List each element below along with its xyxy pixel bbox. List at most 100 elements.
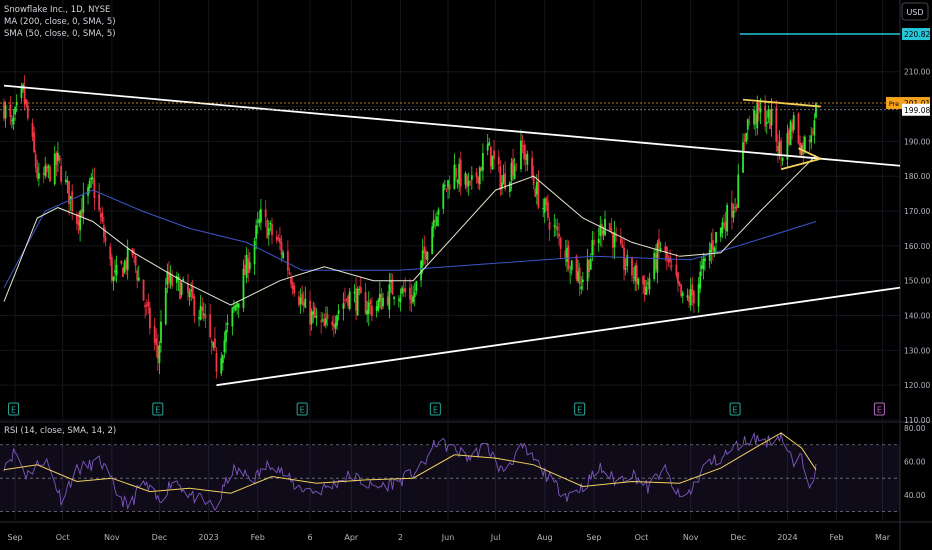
- rsi-tick-label: 80.00: [904, 424, 926, 433]
- candle-body: [677, 272, 679, 284]
- candle-body: [234, 305, 237, 311]
- candle-body: [802, 142, 805, 154]
- candle-body: [91, 177, 94, 179]
- candle-body: [597, 239, 600, 244]
- candle-body: [553, 225, 556, 227]
- ma200-line[interactable]: [3, 189, 817, 288]
- candle-body: [148, 307, 151, 329]
- candle-body: [681, 292, 684, 296]
- earnings-marker[interactable]: [873, 402, 885, 416]
- x-tick-label: Dec: [731, 533, 746, 542]
- trendline[interactable]: [798, 147, 822, 160]
- rsi-pane[interactable]: [0, 431, 900, 513]
- candle-body: [266, 220, 269, 239]
- currency-label: USD: [906, 8, 923, 17]
- candle-body: [225, 329, 227, 342]
- candle-body: [700, 265, 703, 269]
- candle-body: [445, 188, 448, 190]
- candle-body: [658, 238, 660, 248]
- candle-body: [447, 180, 449, 188]
- candle-body: [190, 289, 193, 292]
- candle-body: [588, 259, 591, 272]
- candle-body: [524, 154, 527, 161]
- candle-body: [813, 120, 816, 136]
- earnings-marker[interactable]: [152, 402, 164, 416]
- candle-body: [491, 155, 494, 170]
- earnings-marker[interactable]: [729, 402, 741, 416]
- candle-body: [168, 271, 170, 282]
- candle-body: [764, 105, 767, 127]
- candle-body: [33, 132, 36, 152]
- earnings-marker-label: E: [11, 406, 16, 415]
- candle-body: [104, 236, 107, 242]
- currency-button[interactable]: USD: [901, 2, 929, 21]
- candle-body: [90, 177, 93, 181]
- candle-body: [245, 254, 248, 278]
- trendline[interactable]: [216, 286, 901, 387]
- earnings-marker[interactable]: [296, 402, 308, 416]
- candle-body: [426, 252, 429, 261]
- candle-body: [247, 258, 250, 273]
- trendline[interactable]: [780, 157, 821, 171]
- candle-body: [133, 250, 135, 252]
- candle-body: [393, 296, 396, 300]
- candle-body: [98, 194, 101, 210]
- ma200-legend: MA (200, close, 0, SMA, 5): [4, 17, 116, 27]
- candle-body: [364, 292, 367, 314]
- candle-body: [699, 271, 702, 289]
- earnings-marker[interactable]: [8, 402, 20, 416]
- candle-body: [759, 107, 762, 113]
- candle-body: [635, 265, 638, 283]
- candle-body: [288, 272, 291, 274]
- candle-body: [608, 223, 611, 231]
- candle-body: [87, 187, 89, 196]
- rsi-sma-line[interactable]: [3, 432, 817, 494]
- candle-body: [347, 295, 350, 307]
- candle-body: [25, 99, 28, 106]
- candle-body: [202, 313, 205, 315]
- candle-body: [236, 303, 239, 307]
- earnings-marker[interactable]: [574, 402, 586, 416]
- x-tick-label: Dec: [152, 533, 167, 542]
- candle-body: [298, 296, 300, 306]
- candle-body: [188, 292, 191, 298]
- candle-body: [753, 110, 756, 125]
- candle-body: [215, 353, 218, 372]
- x-tick-label: Oct: [635, 533, 649, 542]
- candle-body: [482, 153, 484, 171]
- candle-body: [532, 175, 535, 186]
- candle-body: [334, 323, 337, 329]
- candle-body: [708, 249, 711, 261]
- candle-body: [670, 265, 673, 267]
- candle-body: [567, 245, 570, 269]
- candle-body: [767, 109, 770, 118]
- candle-body: [420, 260, 422, 281]
- candle-body: [643, 279, 646, 295]
- candle-body: [147, 301, 150, 307]
- candle-body: [737, 174, 740, 208]
- candle-body: [558, 233, 560, 237]
- candle-body: [380, 294, 383, 310]
- sma50-line[interactable]: [3, 154, 817, 306]
- candle-body: [792, 115, 795, 131]
- candle-body: [355, 288, 357, 311]
- candle-body: [769, 109, 771, 129]
- candle-body: [60, 165, 62, 182]
- candle-body: [391, 279, 394, 295]
- candle-body: [299, 297, 302, 305]
- candle-body: [578, 267, 581, 285]
- candle-body: [169, 273, 172, 284]
- x-tick-label: Sep: [586, 533, 601, 542]
- candle-body: [321, 319, 324, 321]
- candle-body: [79, 211, 82, 231]
- candle-body: [15, 102, 18, 106]
- candle-body: [110, 257, 113, 281]
- trendline[interactable]: [3, 84, 901, 167]
- candle-body: [345, 298, 348, 300]
- candle-body: [757, 102, 760, 111]
- candle-body: [448, 184, 451, 190]
- x-tick-label: Feb: [251, 533, 265, 542]
- earnings-marker[interactable]: [429, 402, 441, 416]
